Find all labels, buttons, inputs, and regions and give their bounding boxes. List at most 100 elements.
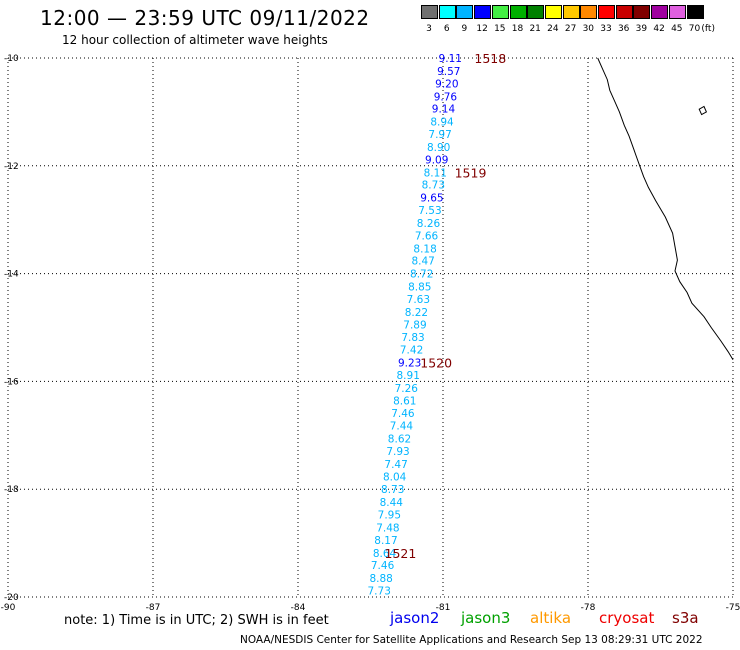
track-point: 7.53 — [418, 205, 441, 217]
track-point: 8.22 — [405, 307, 428, 319]
track-point: 7.93 — [386, 446, 409, 458]
footer-note: note: 1) Time is in UTC; 2) SWH is in fe… — [64, 613, 329, 628]
island-outline — [698, 105, 708, 116]
mission-label: jason3 — [461, 609, 511, 627]
lon-tick-label: -75 — [726, 603, 740, 613]
lon-tick-label: -90 — [1, 603, 16, 613]
colorbar-unit: (ft) — [701, 24, 715, 34]
track-point: 7.42 — [400, 345, 423, 357]
colorbar-swatch — [421, 5, 438, 19]
colorbar-swatch — [544, 5, 562, 19]
track-point: 8.73 — [381, 484, 404, 496]
track-point: 7.89 — [403, 319, 426, 331]
track-point: 7.48 — [376, 522, 399, 534]
track-point: 7.97 — [428, 129, 451, 141]
coastline — [597, 57, 734, 361]
track-point: 8.11 — [424, 167, 447, 179]
credit-line: NOAA/NESDIS Center for Satellite Applica… — [240, 634, 703, 646]
lat-tick-label: -18 — [4, 485, 19, 495]
colorbar-swatch — [633, 5, 651, 19]
lat-tick-label: -16 — [4, 377, 19, 387]
colorbar-label: 36 — [617, 24, 630, 34]
track-point: 7.46 — [371, 560, 395, 572]
colorbar-label: 21 — [529, 24, 541, 34]
colorbar-swatch — [651, 5, 669, 19]
lon-tick-label: -78 — [581, 603, 596, 613]
mission-label: jason2 — [390, 609, 440, 627]
colorbar-swatch — [456, 5, 474, 19]
track-point: 8.04 — [383, 471, 407, 483]
lat-tick-label: -20 — [4, 593, 19, 603]
track-point: 7.47 — [384, 459, 407, 471]
colorbar-swatch — [509, 5, 527, 19]
chart-subtitle: 12 hour collection of altimeter wave hei… — [62, 33, 328, 47]
colorbar-label: 15 — [494, 24, 506, 34]
track-point: 8.73 — [422, 180, 445, 192]
track-point: 9.76 — [434, 91, 458, 103]
lat-tick-label: -10 — [4, 54, 19, 64]
track-point: 7.26 — [395, 383, 419, 395]
track-point: 8.91 — [397, 370, 420, 382]
track-point: 9.09 — [425, 154, 448, 166]
time-label: 1518 — [474, 51, 506, 66]
colorbar-swatch — [562, 5, 580, 19]
time-label: 1521 — [385, 546, 417, 561]
colorbar-swatch — [527, 5, 545, 19]
colorbar-label: 27 — [564, 24, 577, 34]
track-point: 7.66 — [415, 230, 439, 242]
track-point: 8.44 — [380, 497, 404, 509]
colorbar-swatch — [615, 5, 633, 19]
track-point: 9.65 — [420, 193, 443, 205]
track-point: 8.85 — [408, 282, 431, 294]
colorbar-swatch — [491, 5, 509, 19]
time-label: 1520 — [420, 356, 452, 371]
colorbar-label: 30 — [582, 24, 595, 34]
colorbar-label: 6 — [443, 24, 450, 34]
track-point: 8.17 — [374, 535, 397, 547]
track-point: 7.73 — [368, 586, 391, 598]
lon-tick-label: -84 — [291, 603, 306, 613]
track-point: 8.90 — [427, 142, 450, 154]
colorbar-label: 39 — [635, 24, 648, 34]
lon-tick-label: -87 — [146, 603, 161, 613]
chart-title: 12:00 — 23:59 UTC 09/11/2022 — [40, 6, 370, 30]
track-point: 7.95 — [378, 510, 401, 522]
colorbar-label: 33 — [600, 24, 612, 34]
track-point: 9.23 — [398, 358, 421, 370]
track-point: 7.83 — [401, 332, 424, 344]
track-point: 8.72 — [410, 269, 433, 281]
colorbar-label: 24 — [547, 24, 559, 34]
colorbar-label: 70 — [688, 24, 701, 34]
colorbar-label: 42 — [653, 24, 665, 34]
track-point: 7.63 — [407, 294, 430, 306]
mission-label: s3a — [672, 609, 699, 627]
lon-tick-label: -81 — [436, 603, 451, 613]
colorbar-label: 45 — [671, 24, 683, 34]
colorbar-label: 12 — [476, 24, 488, 34]
track-point: 8.61 — [393, 395, 416, 407]
track-point: 8.94 — [430, 117, 454, 129]
lat-tick-label: -14 — [4, 270, 19, 280]
time-label: 1519 — [455, 165, 487, 180]
mission-label: cryosat — [599, 609, 655, 627]
track-point: 8.26 — [417, 218, 441, 230]
colorbar-swatch — [580, 5, 598, 19]
colorbar-swatch — [668, 5, 686, 19]
track-point: 9.57 — [437, 66, 460, 78]
colorbar-swatch — [474, 5, 492, 19]
track-point: 9.11 — [439, 53, 462, 65]
track-point: 9.20 — [435, 78, 458, 90]
colorbar-swatch — [598, 5, 615, 19]
track-point: 7.46 — [391, 408, 415, 420]
track-point: 8.64 — [373, 548, 397, 560]
lat-tick-label: -12 — [4, 162, 19, 172]
colorbar-swatch — [686, 5, 704, 19]
track-point: 8.47 — [411, 256, 434, 268]
mission-label: altika — [530, 609, 572, 627]
track-point: 8.88 — [369, 573, 392, 585]
track-point: 9.14 — [432, 104, 456, 116]
colorbar-label: 18 — [511, 24, 524, 34]
colorbar-swatch — [438, 5, 456, 19]
track-point: 8.62 — [388, 434, 411, 446]
